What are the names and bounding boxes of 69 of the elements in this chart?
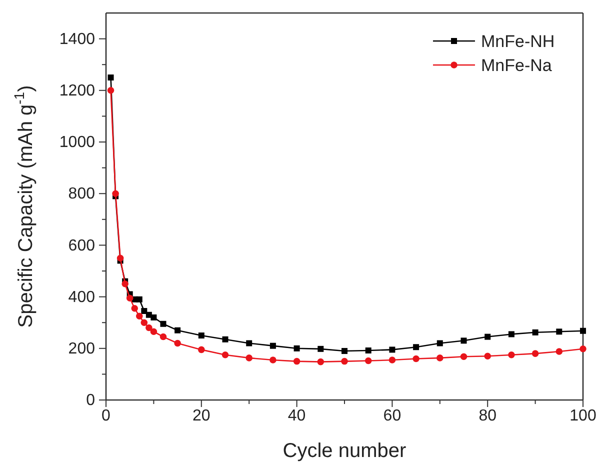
y-tick-label: 1000 [59,134,96,152]
point [116,254,124,262]
point [460,353,468,360]
x-tick-label: 40 [288,408,306,425]
point [318,346,324,352]
point [484,334,491,340]
point [460,338,467,344]
y-tick-label: 400 [68,288,96,306]
point [293,358,300,365]
point [413,344,420,350]
x-tick-label: 80 [478,408,497,425]
point [341,358,348,365]
point [246,340,252,346]
point [122,280,128,288]
y-tick-label: 800 [68,186,96,203]
point [107,87,114,94]
point [140,319,148,326]
x-tick-label: 100 [570,408,596,425]
point [198,332,204,338]
point [150,328,158,336]
point [532,350,539,357]
y-tick-label: 1400 [59,30,96,48]
point [365,347,372,354]
y-tick-label: 1200 [59,82,96,100]
point [131,305,138,312]
point [532,329,538,336]
point [126,294,134,302]
point [146,324,152,332]
point [580,346,586,352]
point [556,348,563,355]
point [141,308,148,314]
point [556,328,562,335]
point [508,331,514,338]
y-tick-label: 600 [68,237,96,254]
point [508,351,515,358]
y-tick-label: 200 [68,340,96,358]
point [364,357,372,364]
point [160,320,166,327]
point [270,356,276,364]
x-tick-label: 60 [383,408,402,425]
point [160,333,167,340]
point [484,352,491,360]
point [222,336,228,342]
point [412,355,420,362]
point [436,340,443,346]
point [198,346,205,354]
point [317,358,324,366]
x-axis-title: Cycle number [282,440,407,462]
point [108,74,114,80]
point [436,354,444,362]
point [150,314,157,320]
y-tick-label: 0 [86,392,96,410]
point [222,351,229,358]
legend-label: MnFe-NH [481,32,555,51]
x-tick-label: 0 [102,408,111,425]
point [389,346,396,353]
point [174,327,181,334]
point [388,356,396,364]
point [342,348,348,354]
point [174,340,181,347]
point [270,342,276,349]
point [294,345,300,352]
point [136,296,142,302]
x-tick-label: 20 [192,408,210,425]
point [136,312,143,320]
point [246,354,252,362]
point [580,328,586,334]
point [112,190,119,197]
legend-label: MnFe-Na [481,56,552,75]
